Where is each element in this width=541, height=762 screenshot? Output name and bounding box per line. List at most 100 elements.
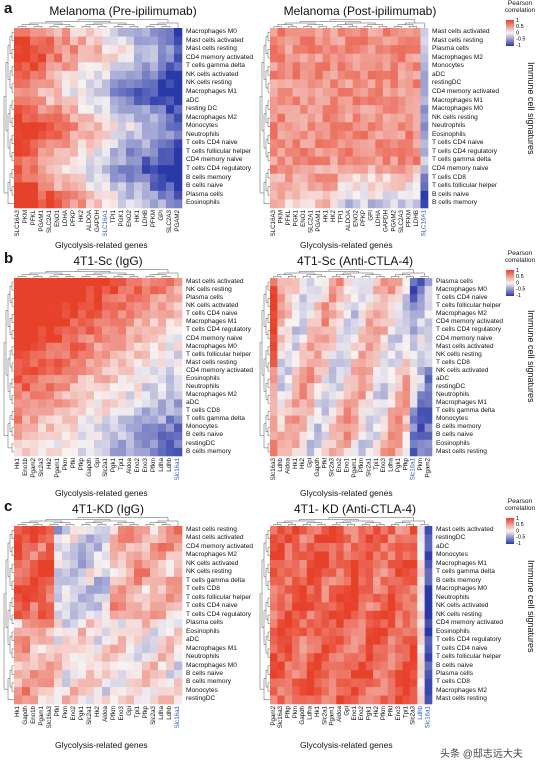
heatmap-cell	[62, 302, 71, 311]
heatmap-cell	[102, 568, 111, 578]
heatmap-cell	[86, 326, 95, 335]
heatmap-cell	[118, 113, 127, 123]
heatmap-cell	[285, 53, 293, 63]
heatmap-cell	[22, 447, 31, 457]
heatmap-cell	[166, 190, 175, 200]
heatmap-cell	[30, 439, 39, 449]
heatmap-cell	[358, 576, 367, 586]
heatmap-cell	[14, 568, 23, 578]
heatmap-cell	[30, 687, 39, 696]
heatmap-cell	[373, 415, 381, 424]
heatmap-cell	[110, 105, 119, 115]
heatmap-cell	[70, 644, 79, 654]
heatmap-cell	[337, 139, 346, 149]
heatmap-cell	[306, 526, 315, 535]
heatmap-cell	[118, 28, 127, 37]
heatmap-cell	[126, 542, 135, 552]
heatmap-cell	[22, 627, 31, 637]
heatmap-cell	[328, 687, 337, 696]
heatmap-cell	[395, 593, 403, 603]
heatmap-cell	[30, 576, 39, 586]
heatmap-cell	[54, 156, 63, 166]
row-label: Macrophages M1	[186, 318, 237, 326]
heatmap-cell	[62, 431, 71, 441]
legend-gradient-bar	[506, 20, 514, 46]
heatmap-cell	[375, 28, 384, 37]
heatmap-cell	[30, 534, 39, 544]
heatmap-cell	[417, 439, 425, 449]
legend-colorbar-b: 10.50-0.5-1	[506, 268, 525, 299]
heatmap-cell	[380, 399, 389, 408]
heatmap-cell	[395, 318, 403, 327]
heatmap-cell	[150, 358, 159, 368]
heatmap-cell	[30, 326, 39, 335]
column-label: Gpi	[343, 706, 350, 716]
heatmap-cell	[343, 653, 352, 662]
heatmap-cell	[270, 407, 278, 416]
heatmap-cell	[292, 653, 300, 662]
heatmap-cell	[14, 670, 23, 679]
heatmap-cell	[390, 165, 399, 175]
row-label: aDC	[186, 636, 200, 644]
row-labels-a-right: Mast cells activated Mast cells resting Pl…	[432, 28, 499, 208]
heatmap-cell	[22, 399, 31, 408]
heatmap-cell	[62, 576, 71, 586]
heatmap-cell	[14, 627, 23, 637]
heatmap-cell	[351, 576, 359, 586]
heatmap-cell	[373, 644, 381, 654]
heatmap-cell	[367, 122, 376, 132]
heatmap-cell	[336, 302, 344, 311]
heatmap-cell	[306, 670, 315, 679]
heatmap-cell	[22, 383, 31, 392]
heatmap-cell	[306, 358, 315, 368]
heatmap-cell	[277, 53, 286, 63]
heatmap-cell	[22, 695, 31, 705]
heatmap-cell	[306, 576, 315, 586]
heatmap-cell	[405, 79, 414, 89]
heatmap-cell	[46, 105, 55, 115]
heatmap-cell	[343, 415, 352, 424]
heatmap-cell	[22, 576, 31, 586]
heatmap-cell	[402, 399, 411, 408]
heatmap-cell	[321, 350, 330, 360]
heatmap-cell	[321, 447, 330, 457]
heatmap-cell	[174, 130, 183, 140]
heatmap-cell	[360, 113, 369, 123]
heatmap-cell	[424, 294, 433, 303]
heatmap-cell	[166, 375, 175, 384]
heatmap-cell	[78, 173, 87, 183]
heatmap-cell	[110, 79, 119, 89]
heatmap-cell	[387, 415, 396, 424]
heatmap-cell	[118, 62, 127, 72]
row-label: Macrophages M0	[186, 661, 237, 669]
column-label: Pfkl	[388, 706, 395, 716]
heatmap-cell	[102, 447, 111, 457]
heatmap-cell	[397, 165, 406, 175]
heatmap-cell	[402, 294, 411, 303]
heatmap-a-right: SLC16A3 PKM PFKL PGK1 ENO1 SLC2A1 PGAM1 HK1 HK2 T…	[259, 19, 429, 237]
heatmap-cell	[409, 576, 418, 586]
heatmap-cell	[412, 36, 421, 46]
heatmap-cell	[54, 383, 63, 392]
heatmap-cell	[174, 70, 183, 80]
row-label: Neutrophils	[436, 593, 470, 601]
heatmap-cell	[86, 350, 95, 360]
heatmap-cell	[358, 399, 367, 408]
heatmap-cell	[54, 610, 63, 620]
heatmap-cell	[30, 447, 39, 457]
heatmap-cell	[46, 526, 55, 535]
heatmap-cell	[94, 439, 103, 449]
heatmap-cell	[54, 165, 63, 175]
heatmap-cell	[300, 88, 308, 97]
row-label: T cells CD4 regulatory	[432, 147, 498, 155]
heatmap-cell	[365, 367, 374, 376]
heatmap-cell	[86, 105, 95, 115]
heatmap-cell	[402, 415, 411, 424]
row-label: Macrophages M0	[436, 286, 487, 294]
heatmap-cell	[292, 156, 301, 166]
heatmap-cell	[86, 526, 95, 535]
heatmap-cell	[70, 130, 79, 140]
heatmap-cell	[375, 79, 384, 89]
heatmap-cell	[38, 165, 47, 175]
heatmap-cell	[102, 670, 111, 679]
